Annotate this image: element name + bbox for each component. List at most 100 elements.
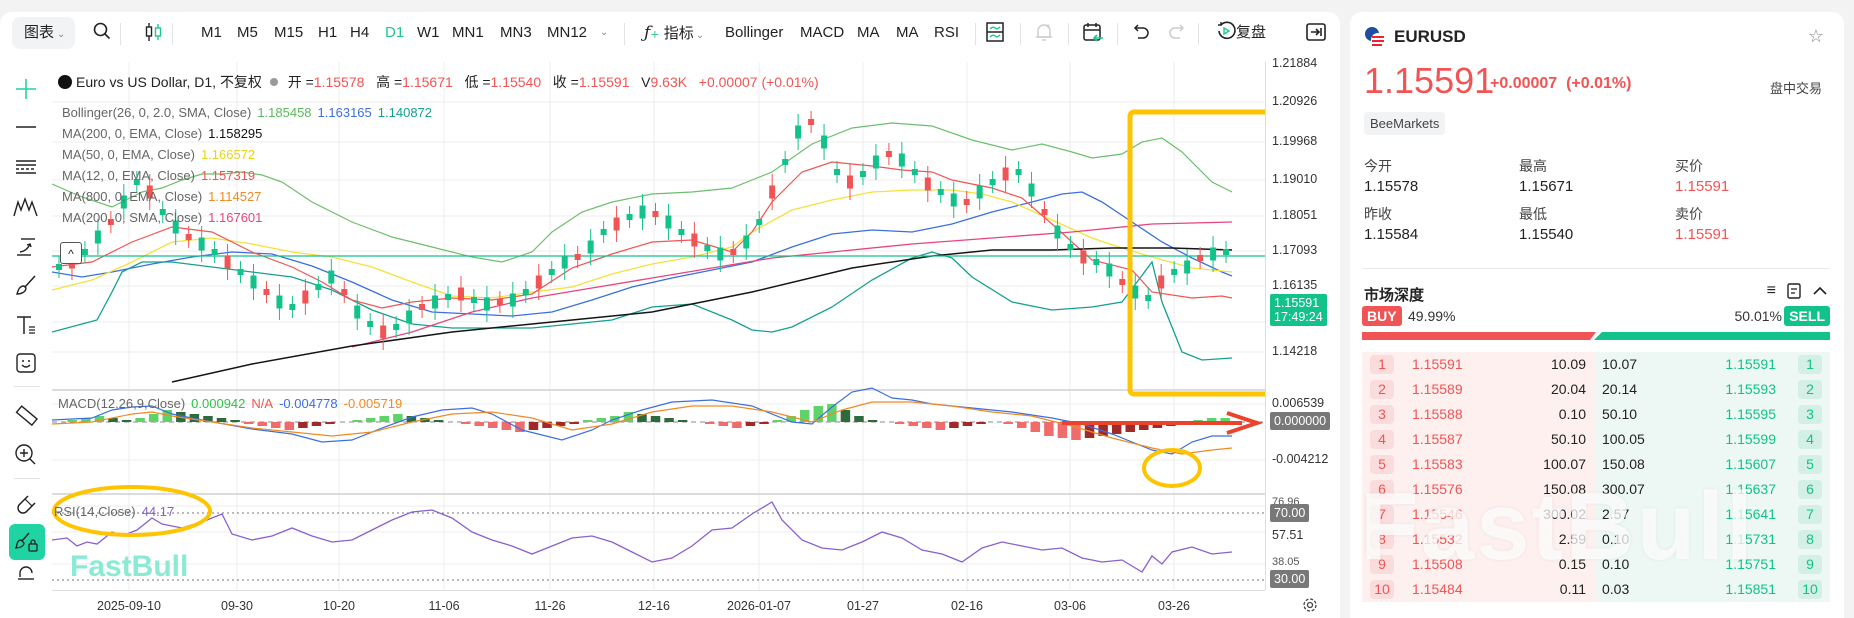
change-value: +0.00007 (+0.01%)	[698, 74, 819, 90]
chevron-up-icon[interactable]	[1812, 282, 1828, 300]
collapse-legend-button[interactable]: ^	[60, 242, 82, 264]
timeframe-mn3[interactable]: MN3	[500, 24, 532, 41]
macd-line-value: -0.004778	[279, 396, 338, 411]
layout-icon[interactable]	[985, 21, 1005, 43]
undo-icon[interactable]	[1132, 21, 1152, 43]
bid-level-index: 5	[1370, 455, 1394, 474]
broker-badge[interactable]: BeeMarkets	[1364, 112, 1446, 135]
timeframe-m15[interactable]: M15	[274, 24, 304, 41]
indicator-value: 1.158295	[208, 126, 263, 141]
lock-icon[interactable]	[11, 562, 41, 592]
order-book-row[interactable]: 2 1.15589 20.04 20.14 1.15593 2	[1362, 377, 1830, 402]
ask-level-index: 3	[1798, 405, 1822, 424]
order-book-row[interactable]: 7 1.15546 300.02 2.57 1.15641 7	[1362, 502, 1830, 527]
stat-prev-close: 昨收 1.15584	[1364, 204, 1418, 243]
magnet-icon[interactable]	[11, 490, 41, 520]
timeframe-m1[interactable]: M1	[201, 24, 222, 41]
favorite-star-icon[interactable]: ☆	[1807, 26, 1824, 46]
timeframe-d1[interactable]: D1	[385, 24, 405, 41]
price-label: 1.17093	[1272, 243, 1318, 257]
legend-ma200-ema[interactable]: MA(200, 0, EMA, Close) 1.158295	[62, 126, 262, 141]
timeframe-w1[interactable]: W1	[417, 24, 440, 41]
indicator-ma-button[interactable]: MA	[857, 24, 880, 41]
alert-add-icon[interactable]	[1034, 21, 1054, 43]
order-book-row[interactable]: 1 1.15591 10.09 10.07 1.15591 1	[1362, 352, 1830, 377]
replay-button[interactable]: 复盘	[1216, 20, 1266, 46]
legend-ma12-ema[interactable]: MA(12, 0, EMA, Close) 1.157319	[62, 168, 255, 183]
order-book-row[interactable]: 5 1.15583 100.07 150.08 1.15607 5	[1362, 452, 1830, 477]
ask-level-index: 1	[1798, 355, 1822, 374]
legend-rsi[interactable]: RSI(14,Close) 44.17	[54, 504, 174, 519]
timeframe-more-chevron-icon[interactable]: ⌄	[600, 27, 609, 38]
document-view-icon[interactable]	[1786, 282, 1802, 300]
collapse-panel-icon[interactable]	[1305, 21, 1327, 43]
indicator-name: MA(50, 0, EMA, Close)	[62, 147, 195, 162]
redo-icon[interactable]	[1166, 21, 1186, 43]
ask-level-index: 9	[1798, 555, 1822, 574]
timeframe-mn1[interactable]: MN1	[452, 24, 484, 41]
order-book-row[interactable]: 8 1.15532 2.59 0.10 1.15731 8	[1362, 527, 1830, 552]
bid-level-index: 8	[1370, 530, 1394, 549]
chart-plot-area[interactable]: Euro vs US Dollar, D1, 不复权 开 =1.15578 高 …	[52, 62, 1265, 590]
bid-quantity: 0.15	[1558, 556, 1586, 572]
text-icon[interactable]	[11, 310, 41, 340]
indicator-macd-button[interactable]: MACD	[800, 24, 845, 41]
ask-quantity: 100.05	[1602, 431, 1645, 447]
ruler-icon[interactable]	[11, 400, 41, 430]
settings-gear-icon[interactable]	[1302, 597, 1318, 613]
legend-bollinger[interactable]: Bollinger(26, 0, 2.0, SMA, Close) 1.18545…	[62, 105, 432, 120]
order-book-row[interactable]: 9 1.15508 0.15 0.10 1.15751 9	[1362, 552, 1830, 577]
ask-price: 1.15851	[1725, 581, 1776, 597]
crosshair-icon[interactable]	[11, 74, 41, 104]
date-label: 2026-01-07	[727, 599, 791, 613]
timeframe-mn12[interactable]: MN12	[547, 24, 588, 41]
chart-menu-button[interactable]: 图表 ⌄	[12, 17, 75, 49]
line-icon[interactable]	[11, 112, 41, 142]
ask-price: 1.15641	[1725, 506, 1776, 522]
ask-quantity: 50.10	[1602, 406, 1638, 422]
bb-lower-value: 1.140872	[377, 105, 433, 120]
fib-icon[interactable]	[11, 152, 41, 182]
date-label: 03-26	[1158, 599, 1190, 613]
price-axis[interactable]: 1.21884 1.20926 1.19968 1.19010 1.18051 …	[1265, 56, 1340, 590]
bid-quantity: 300.02	[1543, 506, 1586, 522]
legend-macd[interactable]: MACD(12,26,9,Close) 0.000942 N/A -0.004778-…	[58, 396, 402, 411]
indicator-bollinger-button[interactable]: Bollinger	[725, 24, 784, 41]
projection-icon[interactable]	[11, 232, 41, 262]
lock-drawing-icon[interactable]	[9, 524, 45, 560]
rsi-70-tag: 70.00	[1270, 504, 1310, 522]
list-view-icon[interactable]: ≡	[1766, 282, 1776, 299]
timeframe-h1[interactable]: H1	[318, 24, 338, 41]
emoji-icon[interactable]	[11, 348, 41, 378]
order-book-row[interactable]: 4 1.15587 50.10 100.05 1.15599 4	[1362, 427, 1830, 452]
pattern-icon[interactable]	[11, 192, 41, 222]
close-value: 1.15591	[578, 74, 630, 90]
indicator-rsi-button[interactable]: RSI	[934, 24, 960, 41]
bid-level-index: 1	[1370, 355, 1394, 374]
zoom-in-icon[interactable]	[11, 440, 41, 470]
brush-icon[interactable]	[11, 270, 41, 300]
chart-canvas[interactable]	[52, 62, 1265, 590]
indicators-button[interactable]: ƒ+ 指标 ⌄	[644, 20, 704, 46]
legend-ma50-ema[interactable]: MA(50, 0, EMA, Close) 1.166572	[62, 147, 255, 162]
timeframe-h4[interactable]: H4	[350, 24, 370, 41]
order-book-row[interactable]: 6 1.15576 150.08 300.07 1.15637 6	[1362, 477, 1830, 502]
low-value: 1.15540	[490, 74, 542, 90]
candlestick-icon[interactable]	[143, 21, 165, 43]
order-book-row[interactable]: 3 1.15588 0.10 50.10 1.15595 3	[1362, 402, 1830, 427]
chevron-down-icon: ⌄	[695, 30, 705, 41]
search-icon[interactable]	[92, 21, 112, 41]
date-label: 02-16	[951, 599, 983, 613]
calendar-icon[interactable]	[1082, 21, 1104, 43]
order-book-row[interactable]: 10 1.15484 0.11 0.03 1.15851 10	[1362, 577, 1830, 602]
timeframe-m5[interactable]: M5	[237, 24, 258, 41]
ask-price: 1.15595	[1725, 406, 1776, 422]
stat-label: 买价	[1675, 158, 1703, 174]
legend-ma800-ema[interactable]: MA(800, 0, EMA, Close) 1.114527	[62, 189, 261, 204]
indicator-ma-button-2[interactable]: MA	[896, 24, 919, 41]
indicator-name: MA(12, 0, EMA, Close)	[62, 168, 195, 183]
legend-ma200-sma[interactable]: MA(200, 0, SMA, Close) 1.167601	[62, 210, 262, 225]
date-axis[interactable]: 2025-09-10 09-30 10-20 11-06 11-26 12-16…	[52, 590, 1317, 618]
drawing-toolbar	[0, 62, 52, 618]
